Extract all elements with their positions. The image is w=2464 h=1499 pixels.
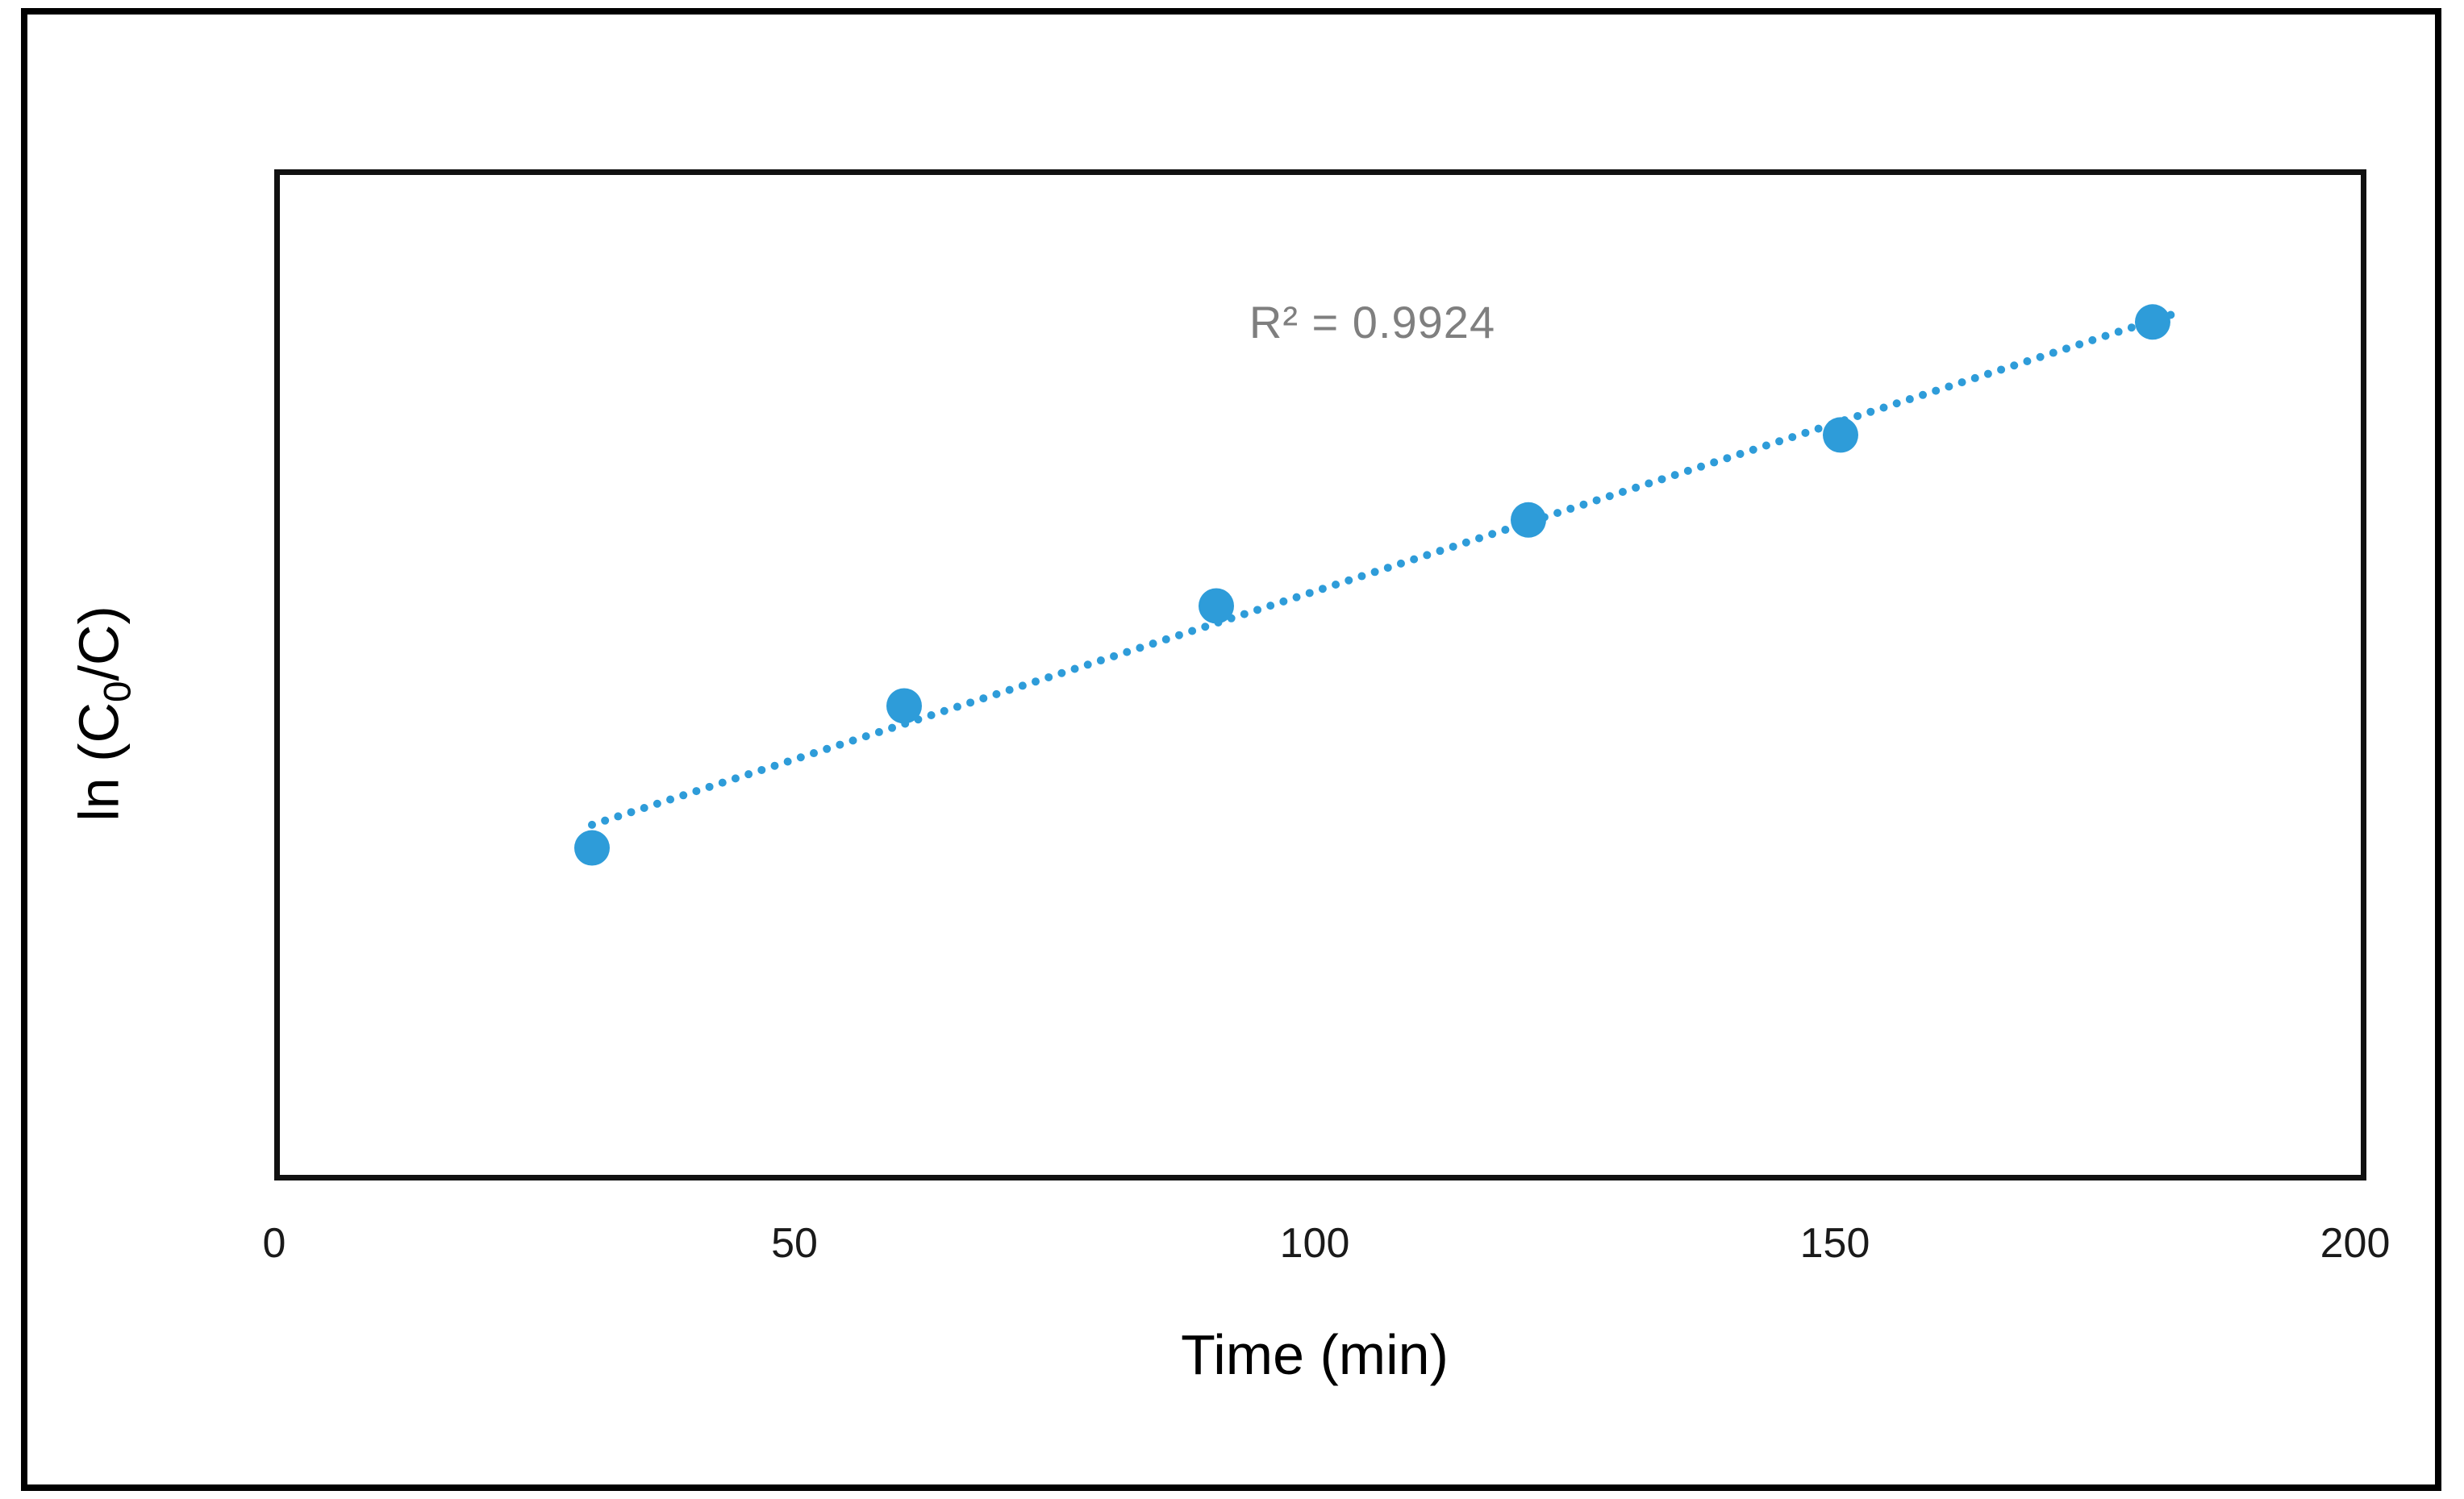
data-point <box>1823 417 1858 453</box>
data-point <box>574 830 610 866</box>
data-point <box>1511 502 1546 538</box>
x-axis-ticks: 0 50 100 150 200 <box>263 1219 2391 1276</box>
plot-area: R² = 0.9924 <box>274 169 2366 1180</box>
y-axis-title-sub: 0 <box>96 681 140 702</box>
r-squared-annotation: R² = 0.9924 <box>1249 297 1496 348</box>
x-tick-label: 50 <box>771 1220 818 1267</box>
data-point <box>1199 588 1234 624</box>
y-axis-title-post: /C) <box>67 606 131 681</box>
x-axis-title: Time (min) <box>1181 1323 1449 1386</box>
data-point <box>2135 304 2170 340</box>
data-point <box>886 688 922 724</box>
x-tick-label: 0 <box>262 1220 286 1267</box>
x-tick-label: 150 <box>1799 1220 1870 1267</box>
y-axis-title: ln (C0/C) <box>67 606 140 822</box>
trendline <box>588 310 2178 829</box>
y-axis-title-pre: ln (C <box>67 702 131 822</box>
x-tick-label: 100 <box>1279 1220 1350 1267</box>
scatter-plot <box>574 304 2178 866</box>
x-tick-label: 200 <box>2320 1220 2391 1267</box>
